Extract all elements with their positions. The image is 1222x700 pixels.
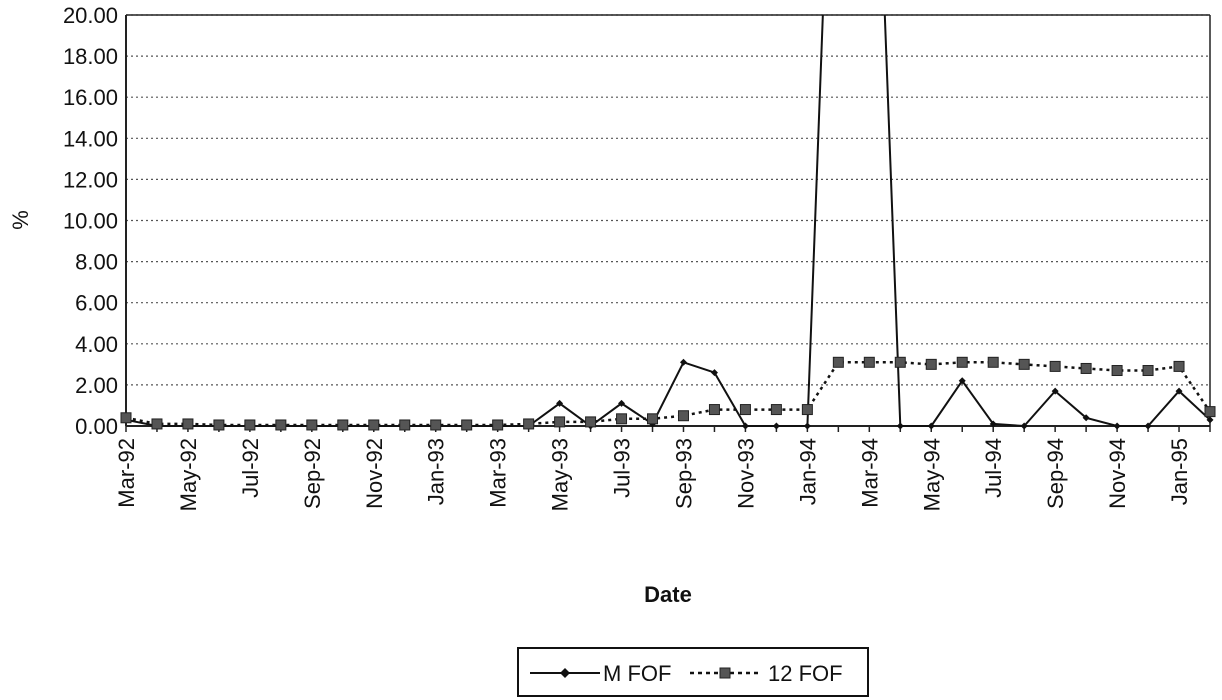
x-tick-label: Mar-92 bbox=[114, 438, 139, 508]
x-tick-label: Mar-94 bbox=[857, 438, 882, 508]
y-axis-ticks: 0.00 2.00 4.00 6.00 8.00 10.00 12.00 14.00 16.00… bbox=[63, 3, 118, 439]
x-axis-ticks: Mar-92 May-92 Jul-92 Sep-92 Nov-92 Jan-93 Mar-… bbox=[114, 426, 1211, 511]
x-tick-label: Sep-92 bbox=[300, 438, 325, 509]
y-tick-label: 8.00 bbox=[75, 250, 118, 275]
data-point bbox=[739, 404, 751, 416]
data-point bbox=[618, 399, 626, 407]
data-point bbox=[523, 418, 535, 430]
data-point bbox=[554, 416, 566, 428]
x-tick-label: Sep-94 bbox=[1043, 438, 1068, 509]
data-point bbox=[770, 404, 782, 416]
data-point bbox=[1020, 422, 1028, 430]
x-axis-title: Date bbox=[644, 582, 692, 607]
data-point bbox=[337, 419, 349, 431]
y-tick-label: 14.00 bbox=[63, 126, 118, 151]
legend-label-12-fof: 12 FOF bbox=[768, 661, 843, 686]
data-point bbox=[894, 356, 906, 368]
data-point bbox=[832, 356, 844, 368]
gridlines bbox=[125, 14, 1211, 427]
y-tick-label: 18.00 bbox=[63, 44, 118, 69]
series-group bbox=[120, 15, 1216, 431]
legend-label-m-fof: M FOF bbox=[603, 661, 671, 686]
x-tick-label: Jan-95 bbox=[1167, 438, 1192, 505]
data-point bbox=[925, 358, 937, 370]
data-point bbox=[710, 369, 718, 377]
y-tick-label: 10.00 bbox=[63, 209, 118, 234]
data-point bbox=[647, 413, 659, 425]
data-point bbox=[1113, 422, 1121, 430]
data-point bbox=[863, 356, 875, 368]
data-point bbox=[1175, 387, 1183, 395]
data-point bbox=[213, 419, 225, 431]
data-point bbox=[958, 377, 966, 385]
data-point bbox=[896, 422, 904, 430]
data-point bbox=[1051, 387, 1059, 395]
x-tick-label: Nov-94 bbox=[1105, 438, 1130, 509]
data-point bbox=[708, 404, 720, 416]
data-point bbox=[1173, 360, 1185, 372]
data-point bbox=[1018, 358, 1030, 370]
x-tick-label: Jul-92 bbox=[238, 438, 263, 498]
data-point bbox=[677, 410, 689, 422]
x-tick-label: Mar-93 bbox=[486, 438, 511, 508]
data-point bbox=[430, 419, 442, 431]
data-point bbox=[556, 399, 564, 407]
data-point bbox=[987, 356, 999, 368]
data-point bbox=[182, 418, 194, 430]
x-tick-label: Jan-94 bbox=[795, 438, 820, 505]
y-tick-label: 20.00 bbox=[63, 3, 118, 28]
x-tick-label: Jul-94 bbox=[981, 438, 1006, 498]
x-tick-label: May-92 bbox=[176, 438, 201, 511]
data-point bbox=[803, 422, 811, 430]
data-point bbox=[927, 422, 935, 430]
y-axis-title: % bbox=[8, 210, 33, 230]
data-point bbox=[1082, 414, 1090, 422]
x-tick-label: Nov-92 bbox=[362, 438, 387, 509]
data-point bbox=[1111, 365, 1123, 377]
legend-marker-12-fof bbox=[719, 667, 731, 679]
y-tick-label: 0.00 bbox=[75, 414, 118, 439]
data-point bbox=[151, 418, 163, 430]
data-point bbox=[120, 412, 132, 424]
data-point bbox=[306, 419, 318, 431]
y-tick-label: 12.00 bbox=[63, 167, 118, 192]
data-point bbox=[492, 419, 504, 431]
data-point bbox=[1049, 360, 1061, 372]
data-point bbox=[741, 422, 749, 430]
y-tick-label: 6.00 bbox=[75, 291, 118, 316]
data-point bbox=[244, 419, 256, 431]
data-point bbox=[989, 420, 997, 428]
data-point bbox=[399, 419, 411, 431]
y-tick-label: 16.00 bbox=[63, 85, 118, 110]
data-point bbox=[956, 356, 968, 368]
data-point bbox=[801, 404, 813, 416]
data-point bbox=[679, 358, 687, 366]
x-tick-label: Nov-93 bbox=[733, 438, 758, 509]
data-point bbox=[1144, 422, 1152, 430]
legend-marker-m-fof bbox=[560, 668, 570, 678]
data-point bbox=[1204, 406, 1216, 418]
series-clip bbox=[120, 15, 1216, 431]
series-line-m-fof bbox=[125, 15, 1211, 428]
data-point bbox=[275, 419, 287, 431]
data-point bbox=[1206, 416, 1214, 424]
data-point bbox=[368, 419, 380, 431]
data-point bbox=[1080, 362, 1092, 374]
y-tick-label: 2.00 bbox=[75, 373, 118, 398]
data-point bbox=[461, 419, 473, 431]
y-tick-label: 4.00 bbox=[75, 332, 118, 357]
data-point bbox=[585, 416, 597, 428]
x-tick-label: Jul-93 bbox=[610, 438, 635, 498]
data-point bbox=[1142, 365, 1154, 377]
data-point bbox=[616, 413, 628, 425]
x-tick-label: May-93 bbox=[548, 438, 573, 511]
x-tick-label: Jan-93 bbox=[424, 438, 449, 505]
legend: M FOF 12 FOF bbox=[517, 647, 869, 697]
x-tick-label: May-94 bbox=[919, 438, 944, 511]
data-point bbox=[772, 422, 780, 430]
x-tick-label: Sep-93 bbox=[671, 438, 696, 509]
